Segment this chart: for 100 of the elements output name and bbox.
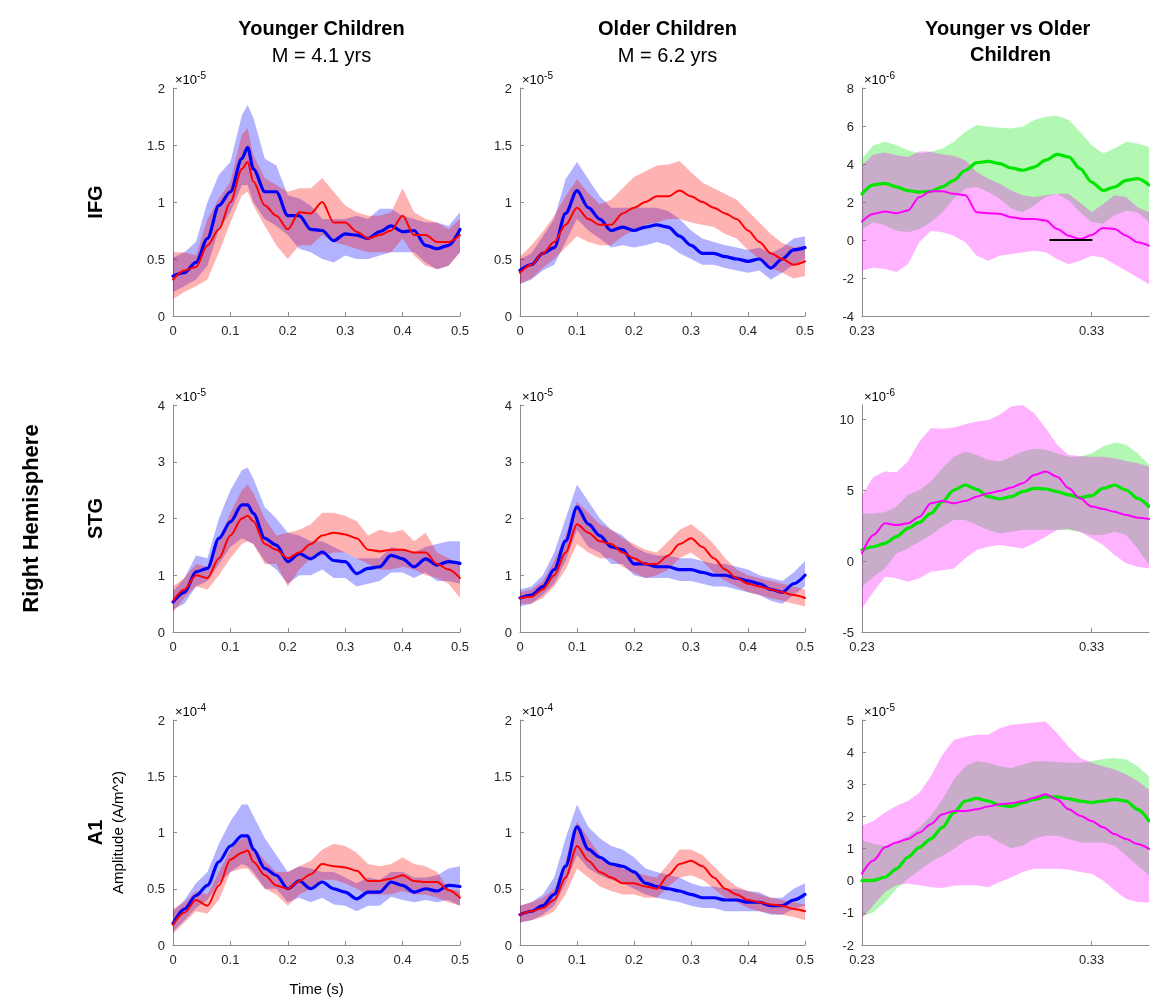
y-tick-label: 5 xyxy=(846,712,854,728)
x-tick-label: 0.5 xyxy=(795,323,815,338)
x-tick-label: 0.2 xyxy=(278,323,297,338)
x-tick-label: 0.4 xyxy=(393,639,412,654)
line-series xyxy=(861,190,1150,247)
x-tick-label: 0.1 xyxy=(567,952,587,967)
y-tick-label: 0 xyxy=(504,308,512,324)
y-tick-label: 0 xyxy=(157,937,165,953)
y-tick-label: 3 xyxy=(504,454,512,470)
x-tick-label: 0.5 xyxy=(795,639,815,654)
y-tick-label: 0.5 xyxy=(493,251,512,267)
x-tick-label: 0.2 xyxy=(278,952,297,967)
x-tick-label: 0.33 xyxy=(1078,952,1105,967)
x-tick-label: 0.23 xyxy=(849,952,875,967)
x-tick-label: 0.2 xyxy=(624,323,644,338)
y-tick-label: 0 xyxy=(846,553,854,569)
y-tick-label: 1 xyxy=(504,825,512,840)
x-tick-label: 0.23 xyxy=(849,639,875,654)
y-tick-label: 1 xyxy=(157,567,165,583)
y-tick-label: 5 xyxy=(846,482,854,498)
x-tick-label: 0.1 xyxy=(567,639,587,654)
x-tick-label: 0 xyxy=(516,639,524,654)
x-tick-label: 0.33 xyxy=(1078,639,1105,654)
y-tick-label: 8 xyxy=(846,80,854,96)
y-tick-label: -2 xyxy=(842,270,854,286)
y-tick-label: 1.5 xyxy=(146,137,165,153)
x-tick-label: 0.4 xyxy=(393,952,412,967)
x-tick-label: 0.4 xyxy=(738,952,758,967)
line-series xyxy=(861,470,1150,555)
y-tick-label: 2 xyxy=(157,511,165,526)
chart-subtitle: M = 4.1 yrs xyxy=(271,44,372,66)
y-tick-label: 0 xyxy=(157,308,165,324)
x-tick-label: 0.3 xyxy=(681,952,701,967)
y-tick-label: -5 xyxy=(842,624,854,640)
line-series xyxy=(519,523,806,599)
x-tick-label: 0.1 xyxy=(567,323,587,338)
y-tick-label: 2 xyxy=(157,80,165,96)
x-tick-label: 0.5 xyxy=(450,952,470,967)
y-tick-label: 4 xyxy=(504,397,512,413)
chart-subtitle: M = 6.2 yrs xyxy=(617,44,718,66)
text: IFG xyxy=(84,185,106,219)
y-tick-label: 0 xyxy=(157,624,165,640)
x-tick-label: 0.3 xyxy=(681,323,701,338)
y-tick-label: 1 xyxy=(504,194,512,210)
line-series xyxy=(172,849,461,926)
y-tick-label: 1 xyxy=(157,825,165,840)
y-tick-label: 2 xyxy=(504,80,512,96)
y-tick-label: 0 xyxy=(504,624,512,640)
y-tick-label: 0 xyxy=(846,873,854,889)
x-tick-label: 0 xyxy=(169,952,177,967)
x-tick-label: 0.3 xyxy=(336,639,355,654)
y-tick-label: 2 xyxy=(846,194,854,210)
y-axis-title: Amplitude (A/m^2) xyxy=(109,771,126,894)
y-tick-label: 3 xyxy=(846,776,854,792)
y-tick-label: 0.5 xyxy=(146,251,165,267)
text: A1 xyxy=(84,819,106,846)
x-axis-title: Time (s) xyxy=(289,980,344,997)
y-tick-label: -4 xyxy=(842,308,854,324)
x-tick-label: 0.1 xyxy=(221,952,240,967)
x-tick-label: 0.5 xyxy=(795,952,815,967)
y-tick-label: 1 xyxy=(157,194,165,210)
x-tick-label: 0.2 xyxy=(278,639,297,654)
x-tick-label: 0.3 xyxy=(681,639,701,654)
text: Right Hemisphere xyxy=(17,424,43,613)
y-tick-label: 2 xyxy=(846,808,854,824)
text: STG xyxy=(84,497,106,540)
chart-title: Younger vs Older Children xyxy=(925,17,1096,65)
y-tick-label: 1.5 xyxy=(493,137,512,153)
x-tick-label: 0.5 xyxy=(450,323,470,338)
y-tick-label: 2 xyxy=(157,712,165,728)
x-tick-label: 0.1 xyxy=(221,323,240,338)
y-tick-label: 6 xyxy=(846,118,854,134)
y-tick-label: 1.5 xyxy=(146,768,165,784)
y-tick-label: 10 xyxy=(839,411,854,427)
x-tick-label: 0.4 xyxy=(738,639,758,654)
x-tick-label: 0.2 xyxy=(624,639,644,654)
y-tick-label: 4 xyxy=(157,397,165,413)
y-tick-label: 1 xyxy=(846,841,854,857)
x-tick-label: 0.23 xyxy=(849,323,875,338)
y-tick-label: 1 xyxy=(504,567,512,583)
chart-title: Younger Children xyxy=(238,17,405,39)
y-tick-label: 0.5 xyxy=(493,881,512,897)
chart-title: Older Children xyxy=(598,17,737,39)
line-series xyxy=(519,845,806,916)
x-tick-label: 0.4 xyxy=(393,323,412,338)
x-tick-label: 0.3 xyxy=(336,952,355,967)
x-tick-label: 0.3 xyxy=(336,323,355,338)
x-tick-label: 0.1 xyxy=(221,639,240,654)
line-series xyxy=(860,483,1150,552)
y-tick-label: 4 xyxy=(846,156,854,172)
x-tick-label: 0.33 xyxy=(1078,323,1105,338)
y-tick-label: -2 xyxy=(842,937,854,953)
y-tick-label: 3 xyxy=(157,454,165,470)
x-tick-label: 0.5 xyxy=(450,639,470,654)
x-tick-label: 0 xyxy=(516,952,524,967)
y-tick-label: 2 xyxy=(504,712,512,728)
line-series xyxy=(860,152,1150,196)
x-tick-label: 0.4 xyxy=(738,323,758,338)
x-tick-label: 0.2 xyxy=(624,952,644,967)
y-tick-label: 4 xyxy=(846,744,854,760)
